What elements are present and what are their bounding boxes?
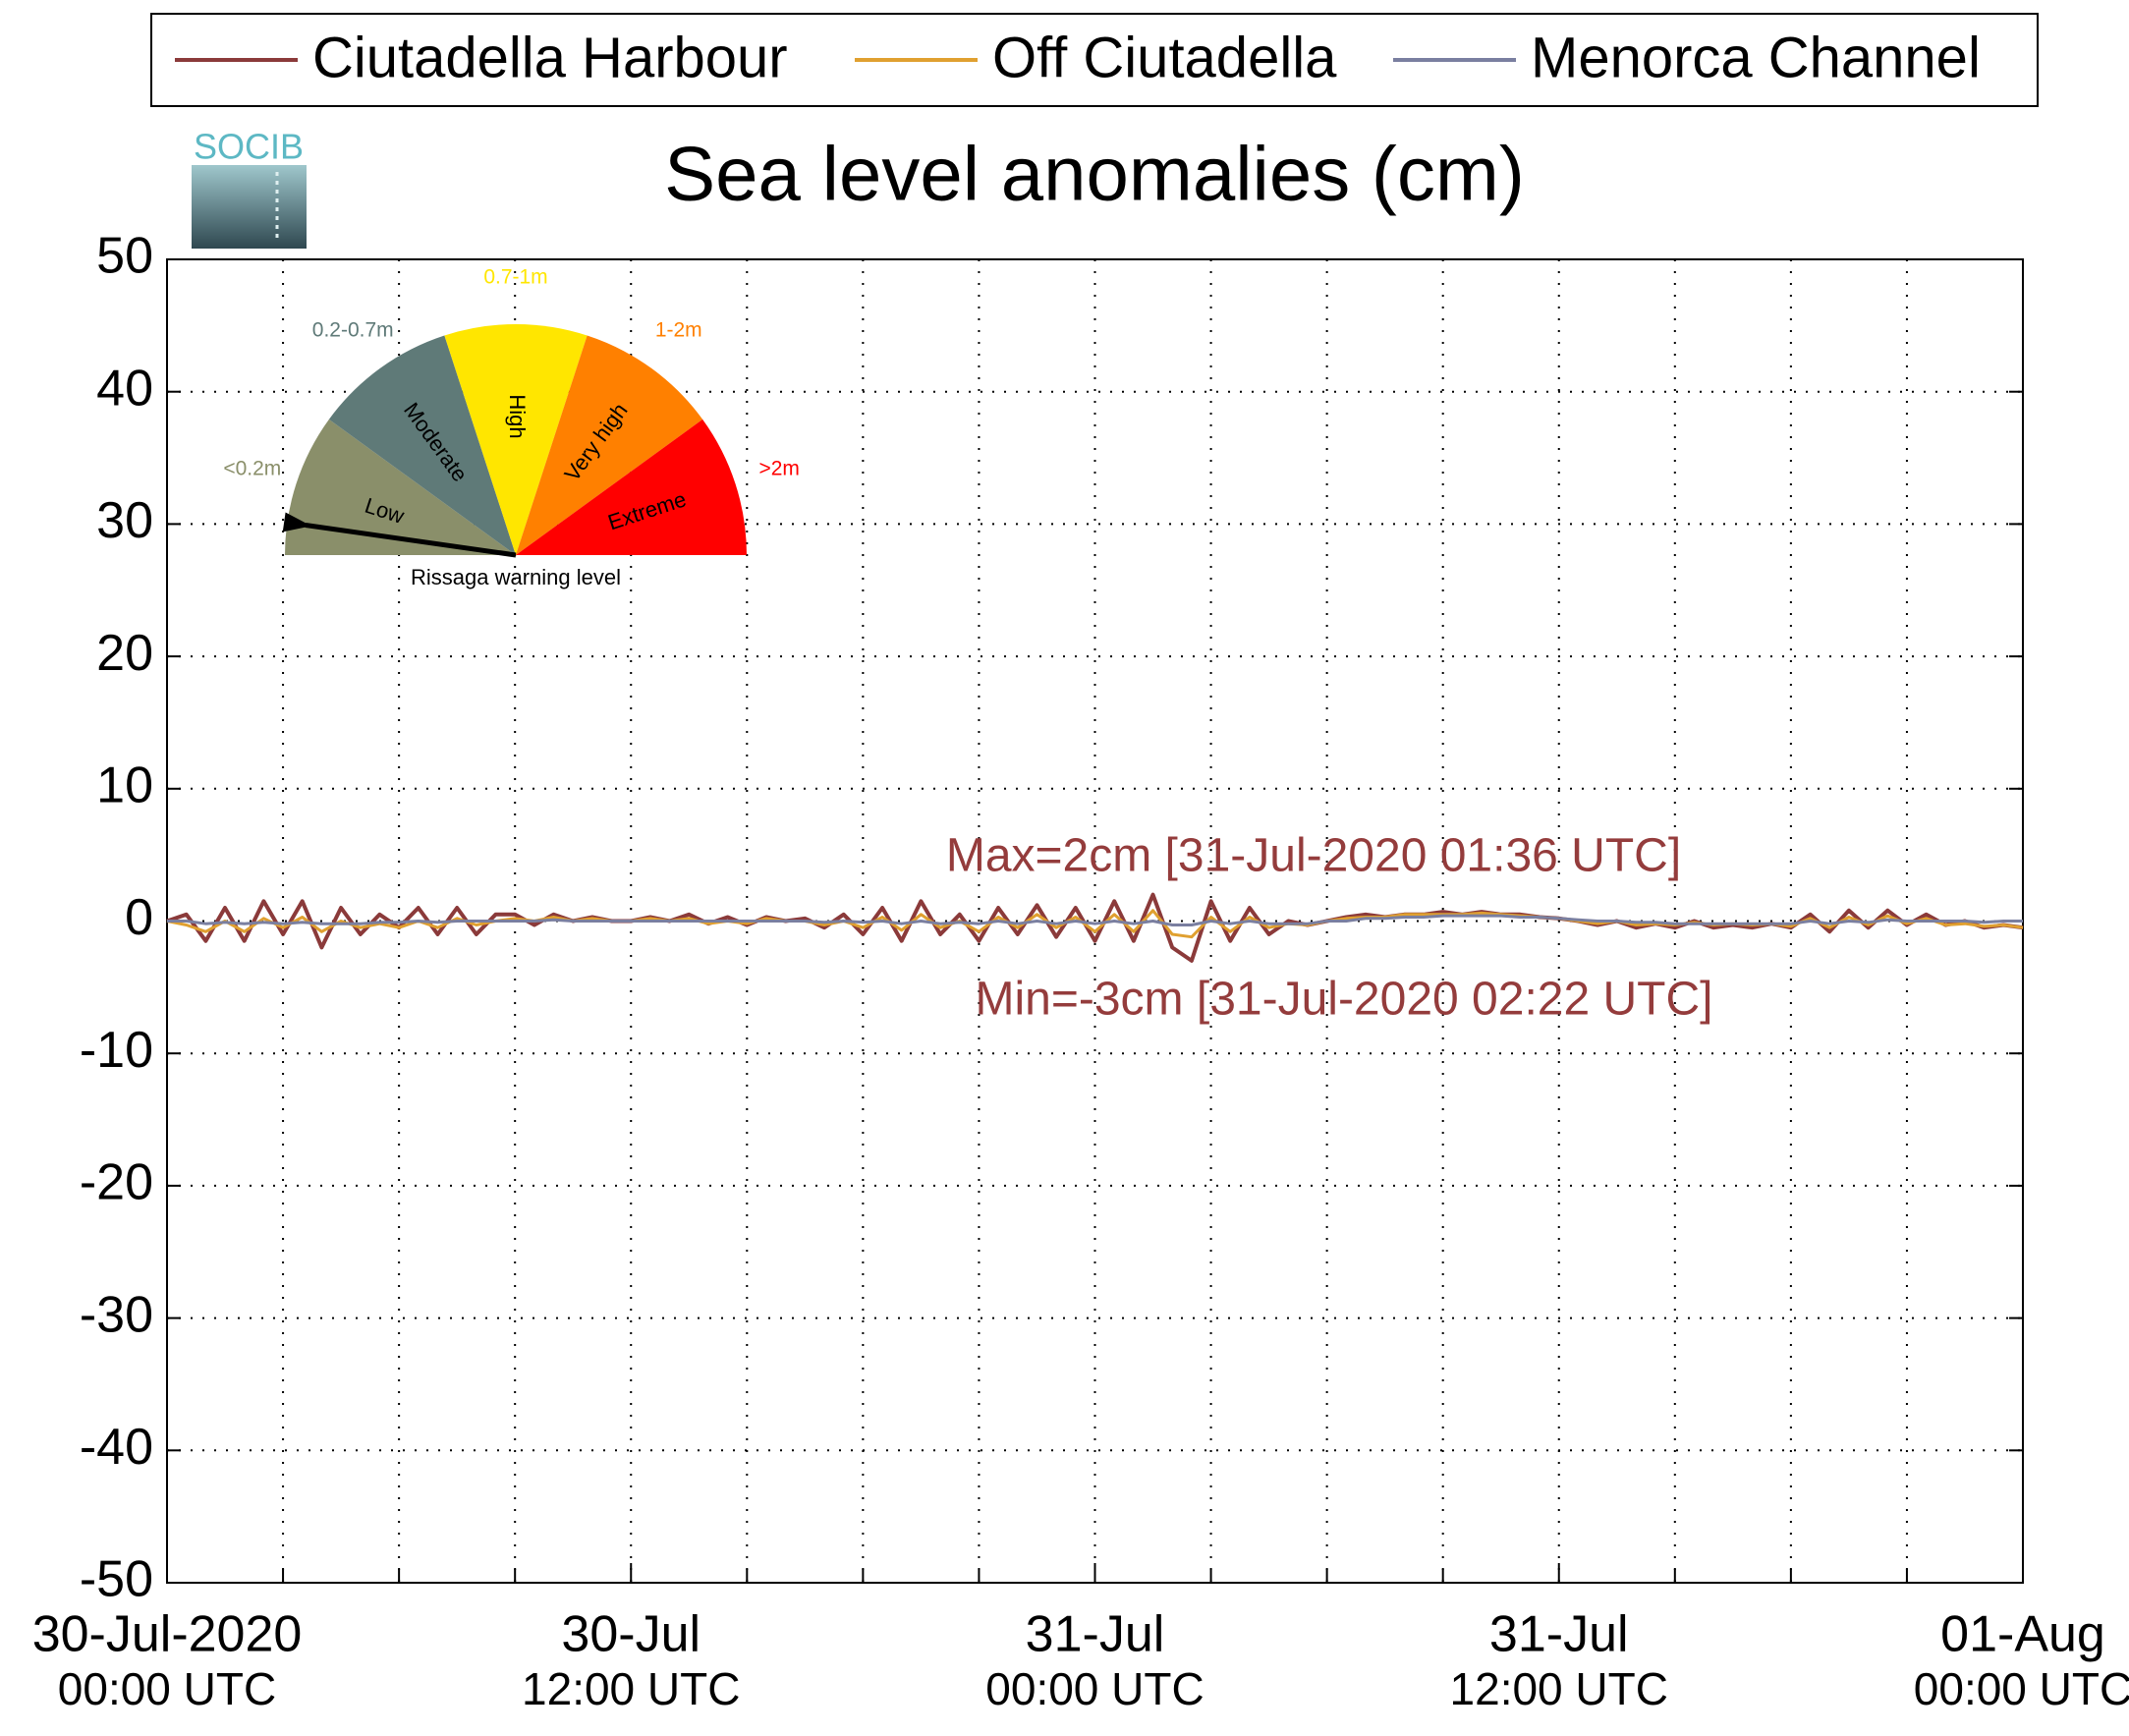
x-tick-sublabel: 00:00 UTC: [1914, 1663, 2129, 1714]
x-tick-sublabel: 00:00 UTC: [58, 1663, 276, 1714]
y-tick-label: 30: [96, 492, 153, 549]
gauge-sector: [285, 419, 516, 555]
logo-text: SOCIB: [194, 127, 304, 167]
legend-label: Ciutadella Harbour: [312, 26, 788, 89]
y-tick-label: 0: [125, 889, 153, 946]
gauge-title: Rissaga warning level: [411, 565, 621, 589]
y-tick-label: -40: [80, 1419, 153, 1476]
y-tick-label: -30: [80, 1286, 153, 1343]
x-tick-label: 31-Jul: [1489, 1606, 1629, 1663]
y-tick-label: 20: [96, 625, 153, 682]
gauge-sector: [444, 324, 588, 555]
gauge-needle-head: [282, 512, 311, 532]
x-tick-label: 31-Jul: [1026, 1606, 1165, 1663]
x-tick-label: 30-Jul: [561, 1606, 700, 1663]
logo: SOCIB: [192, 127, 307, 249]
gauge-sector: [328, 335, 516, 555]
gauge-level-range: 0.7-1m: [483, 266, 547, 289]
y-tick-label: 10: [96, 757, 153, 814]
x-tick-label: 01-Aug: [1940, 1606, 2105, 1663]
legend-label: Off Ciutadella: [992, 26, 1337, 89]
gauge-level-range: 0.2-0.7m: [312, 318, 394, 341]
x-tick-sublabel: 12:00 UTC: [522, 1663, 740, 1714]
x-tick-sublabel: 00:00 UTC: [985, 1663, 1204, 1714]
gauge-sector: [516, 419, 747, 555]
gauge-level-range: 1-2m: [655, 318, 702, 341]
chart-title: Sea level anomalies (cm): [664, 131, 1525, 217]
gauge-needle: [305, 523, 517, 558]
series-line: [166, 892, 2024, 963]
logo-wave: [192, 165, 307, 249]
legend-label: Menorca Channel: [1531, 26, 1981, 89]
y-tick-label: -20: [80, 1154, 153, 1211]
series-line: [167, 914, 2023, 926]
y-tick-label: -50: [80, 1551, 153, 1608]
x-tick-sublabel: 12:00 UTC: [1450, 1663, 1668, 1714]
gauge-level-range: <0.2m: [223, 457, 281, 479]
gauge-level-name: High: [505, 394, 530, 438]
annotation: Min=-3cm [31-Jul-2020 02:22 UTC]: [976, 974, 1713, 1026]
x-tick-label: 30-Jul-2020: [32, 1606, 303, 1663]
legend-box: [150, 13, 2039, 107]
gauge-sector: [516, 335, 703, 555]
annotation: Max=2cm [31-Jul-2020 01:36 UTC]: [946, 830, 1681, 882]
y-tick-label: 40: [96, 360, 153, 417]
y-tick-label: 50: [96, 228, 153, 285]
gauge-level-range: >2m: [758, 457, 799, 479]
y-tick-label: -10: [80, 1022, 153, 1079]
